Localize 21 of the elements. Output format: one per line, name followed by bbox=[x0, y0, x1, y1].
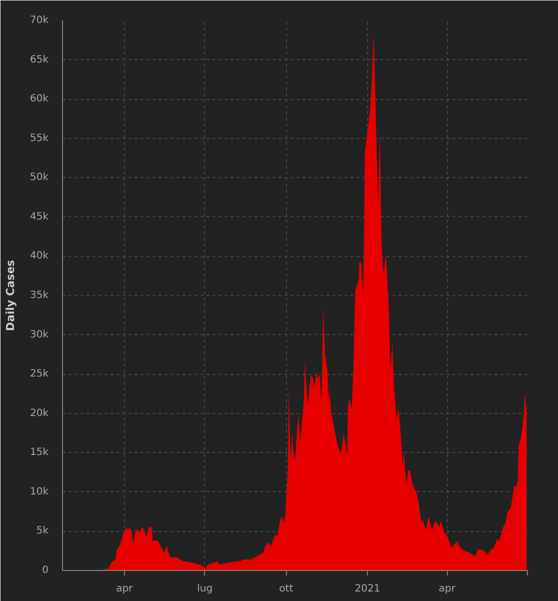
y-tick-label: 25k bbox=[30, 368, 49, 380]
y-tick-label: 10k bbox=[30, 486, 49, 498]
y-tick-label: 60k bbox=[30, 94, 49, 105]
x-tick-label: 2021 bbox=[354, 584, 380, 594]
x-tick-label: apr bbox=[116, 584, 134, 594]
x-tick-label: lug bbox=[197, 584, 213, 594]
x-tick-label: apr bbox=[438, 584, 456, 594]
y-tick-label: 30k bbox=[30, 329, 49, 340]
y-tick-label: 0 bbox=[42, 565, 49, 576]
y-tick-label: 15k bbox=[30, 447, 49, 458]
x-tick-label: ott bbox=[279, 584, 294, 594]
y-tick-label: 65k bbox=[30, 54, 49, 66]
y-tick-label: 5k bbox=[36, 526, 49, 537]
y-tick-label: 45k bbox=[30, 211, 49, 222]
y-tick-label: 55k bbox=[30, 132, 49, 144]
y-tick-label: 20k bbox=[30, 408, 49, 419]
y-tick-label: 40k bbox=[30, 250, 49, 262]
y-tick-label: 50k bbox=[30, 172, 49, 184]
y-tick-label: 70k bbox=[30, 15, 49, 26]
y-tick-label: 35k bbox=[30, 290, 49, 301]
y-axis-title: Daily Cases bbox=[4, 259, 17, 332]
